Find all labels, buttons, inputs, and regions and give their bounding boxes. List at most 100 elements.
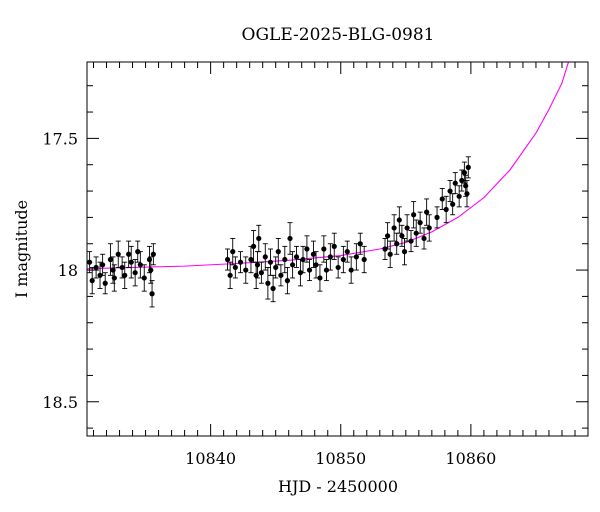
- data-point: [335, 256, 341, 279]
- data-point: [317, 264, 323, 292]
- data-point: [306, 259, 313, 282]
- data-point: [421, 227, 427, 250]
- point-marker: [385, 233, 391, 239]
- data-point: [100, 253, 106, 276]
- data-point: [340, 245, 346, 274]
- point-marker: [456, 193, 462, 199]
- point-marker: [399, 233, 405, 239]
- point-marker: [248, 256, 254, 263]
- point-marker: [348, 267, 354, 273]
- point-marker: [382, 246, 388, 252]
- point-marker: [250, 243, 257, 249]
- data-point: [361, 245, 367, 274]
- point-marker: [243, 267, 249, 273]
- point-marker: [327, 254, 333, 260]
- point-marker: [284, 278, 290, 284]
- data-point: [304, 235, 310, 263]
- data-point: [382, 238, 388, 260]
- point-marker: [394, 241, 400, 247]
- point-marker: [404, 225, 410, 231]
- point-marker: [411, 212, 417, 218]
- point-marker: [465, 164, 471, 170]
- point-marker: [89, 278, 95, 284]
- data-point: [126, 240, 132, 268]
- point-marker: [102, 280, 108, 286]
- point-marker: [128, 259, 134, 265]
- point-marker: [265, 280, 271, 286]
- data-point: [300, 245, 306, 274]
- tick-labels: 10840 10850 10860 17.5 18 18.5: [42, 129, 496, 468]
- point-marker: [421, 235, 427, 242]
- point-marker: [135, 249, 141, 255]
- data-points-layer: [87, 156, 471, 308]
- data-point: [262, 243, 268, 271]
- point-marker: [150, 251, 156, 257]
- data-point: [265, 266, 271, 300]
- data-point: [353, 243, 359, 271]
- point-marker: [87, 259, 93, 265]
- point-marker: [119, 264, 125, 271]
- point-marker: [146, 256, 153, 263]
- y-axis-label: I magnitude: [12, 200, 31, 298]
- point-marker: [254, 262, 261, 268]
- model-curve: [87, 62, 570, 270]
- point-marker: [304, 246, 310, 252]
- data-point: [399, 224, 405, 247]
- point-marker: [111, 275, 117, 281]
- data-point: [331, 232, 337, 260]
- data-point: [132, 259, 138, 287]
- point-marker: [434, 214, 440, 220]
- plot-frame: [86, 61, 589, 437]
- data-point: [89, 266, 95, 295]
- data-point: [411, 201, 417, 229]
- data-point: [270, 274, 276, 303]
- data-point: [122, 261, 128, 289]
- data-point: [224, 248, 231, 271]
- point-marker: [426, 225, 432, 231]
- point-marker: [361, 256, 367, 263]
- data-point: [256, 224, 262, 253]
- data-point: [456, 185, 462, 208]
- data-point: [135, 240, 141, 263]
- point-marker: [424, 209, 430, 215]
- data-point: [267, 248, 274, 276]
- point-marker: [335, 264, 341, 271]
- data-point: [452, 172, 458, 195]
- data-point: [93, 256, 99, 279]
- point-marker: [290, 262, 296, 268]
- y-tick-label: 17.5: [42, 129, 78, 148]
- point-marker: [452, 180, 458, 186]
- point-marker: [396, 217, 402, 223]
- point-marker: [461, 170, 467, 176]
- data-point: [413, 219, 419, 247]
- point-marker: [331, 243, 337, 249]
- x-tick-label: 10850: [315, 449, 366, 468]
- point-marker: [387, 251, 393, 257]
- data-point: [464, 180, 470, 208]
- data-point: [450, 193, 456, 216]
- point-marker: [450, 201, 456, 207]
- point-marker: [391, 225, 397, 231]
- point-marker: [357, 241, 363, 247]
- point-marker: [353, 254, 359, 260]
- point-marker: [443, 206, 449, 213]
- point-marker: [110, 267, 116, 273]
- data-point: [459, 169, 465, 192]
- point-marker: [148, 267, 154, 273]
- data-point: [323, 259, 330, 282]
- point-marker: [463, 183, 469, 189]
- data-point: [141, 264, 147, 292]
- data-point: [119, 256, 125, 279]
- data-point: [401, 238, 408, 266]
- data-point: [297, 259, 304, 287]
- point-marker: [230, 249, 236, 255]
- chart-title: OGLE-2025-BLG-0981: [242, 25, 435, 45]
- point-marker: [306, 267, 313, 273]
- data-point: [344, 240, 350, 263]
- point-marker: [273, 264, 279, 271]
- point-marker: [267, 259, 274, 265]
- data-point: [310, 240, 317, 268]
- data-point: [149, 280, 155, 308]
- data-point: [443, 195, 449, 224]
